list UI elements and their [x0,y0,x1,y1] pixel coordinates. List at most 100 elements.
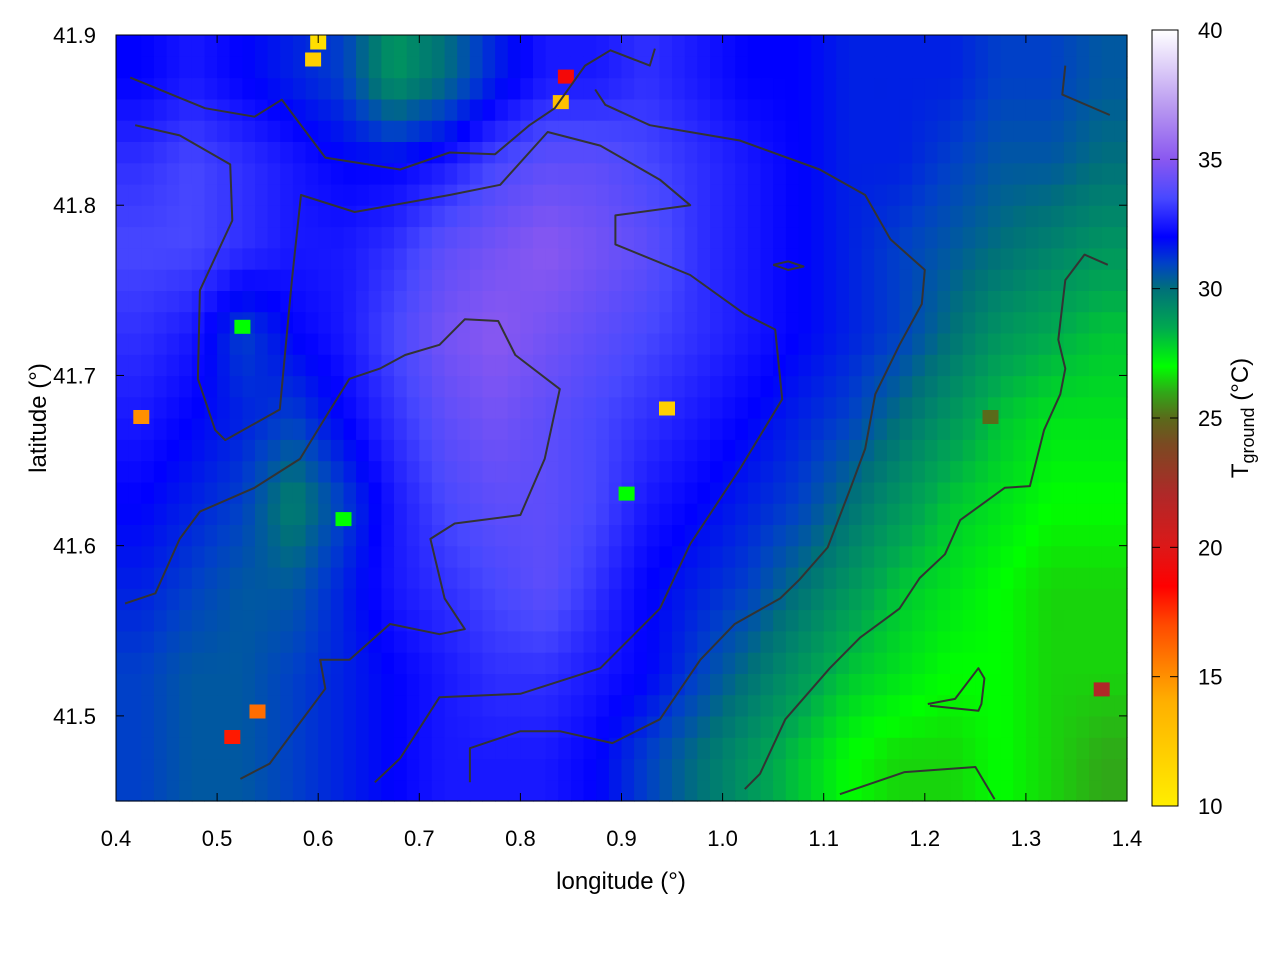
heatmap-cell [1051,98,1065,121]
heatmap-cell [747,439,762,462]
heatmap-cell [1101,247,1115,270]
heatmap-cell [1089,524,1103,547]
heatmap-cell [482,311,496,334]
heatmap-cell [128,439,142,462]
heatmap-cell [330,524,344,547]
heatmap-cell [217,120,231,142]
heatmap-cell [153,35,168,57]
heatmap-cell [988,630,1002,653]
heatmap-cell [634,354,648,377]
heatmap-cell [495,162,509,185]
heatmap-cell [318,694,332,717]
heatmap-cell [937,332,951,355]
heatmap-cell [1101,418,1115,440]
heatmap-cell [330,354,344,377]
heatmap-cell [558,247,572,270]
heatmap-cell [431,375,446,398]
heatmap-cell [229,56,243,79]
heatmap-cell [634,418,648,440]
heatmap-cell [343,375,357,398]
heatmap-cell [659,694,673,717]
heatmap-cell [811,737,825,760]
heatmap-cell [773,545,787,568]
heatmap-cell [874,439,888,462]
heatmap-cell [1089,779,1103,802]
heatmap-cell [773,120,787,142]
heatmap-cell [533,758,547,781]
heatmap-cell [179,588,193,611]
heatmap-cell [735,247,749,270]
heatmap-cell [1076,56,1090,79]
heatmap-cell [482,269,496,291]
heatmap-cell [836,56,850,79]
heatmap-cell [394,418,408,440]
heatmap-cell [381,609,395,632]
heatmap-cell [368,35,382,57]
heatmap-cell [773,481,787,504]
heatmap-cell [672,609,686,632]
heatmap-cell [773,566,787,589]
heatmap-cell [659,545,673,568]
heatmap-cell [431,162,446,185]
heatmap-cell [558,162,572,185]
heatmap-cell [1076,566,1090,589]
heatmap-cell [1013,566,1027,589]
heatmap-cell [849,141,863,164]
heatmap-cell [962,226,976,249]
heatmap-cell [292,737,307,760]
heatmap-cell [166,311,180,334]
heatmap-cell [495,332,509,355]
heatmap-cell [937,460,951,483]
heatmap-cell [697,98,711,121]
heatmap-cell [394,630,408,653]
heatmap-cell [533,715,547,738]
heatmap-cell [621,162,635,185]
heatmap-cell [912,609,926,632]
heatmap-cell [570,141,585,164]
heatmap-cell [988,183,1002,206]
heatmap-cell [166,162,180,185]
heatmap-cell [634,694,648,717]
heatmap-cell [634,141,648,164]
heatmap-cell [457,715,471,738]
heatmap-cell [722,269,736,291]
heatmap-cell [937,481,951,504]
heatmap-cell [1051,460,1065,483]
heatmap-cell [608,588,623,611]
heatmap-cell [128,162,142,185]
heatmap-cell [292,481,307,504]
heatmap-cell [292,396,307,419]
heatmap-cell [836,481,850,504]
heatmap-cell [153,481,168,504]
heatmap-cell [343,141,357,164]
heatmap-cell [141,290,155,313]
heatmap-cell [166,524,180,547]
heatmap-cell [760,141,774,164]
heatmap-cell [937,503,951,525]
heatmap-cell [431,630,446,653]
heatmap-cell [444,311,458,334]
heatmap-cell [785,503,799,525]
heatmap-cell [520,715,534,738]
heatmap-cell [608,247,623,270]
heatmap-cell [747,694,762,717]
heatmap-cell [1063,56,1077,79]
heatmap-cell [937,98,951,121]
heatmap-cell [558,183,572,206]
heatmap-cell [533,35,547,57]
heatmap-cell [785,481,799,504]
hotspot-cell [133,410,150,424]
heatmap-cell [1063,418,1077,440]
heatmap-cell [646,311,660,334]
heatmap-cell [646,98,660,121]
heatmap-cell [962,588,976,611]
heatmap-cell [697,162,711,185]
heatmap-cell [179,545,193,568]
heatmap-cell [495,673,509,696]
heatmap-cell [798,524,812,547]
heatmap-cell [1076,588,1090,611]
heatmap-cell [444,226,458,249]
heatmap-cell [368,269,382,291]
heatmap-cell [318,758,332,781]
heatmap-cell [444,354,458,377]
